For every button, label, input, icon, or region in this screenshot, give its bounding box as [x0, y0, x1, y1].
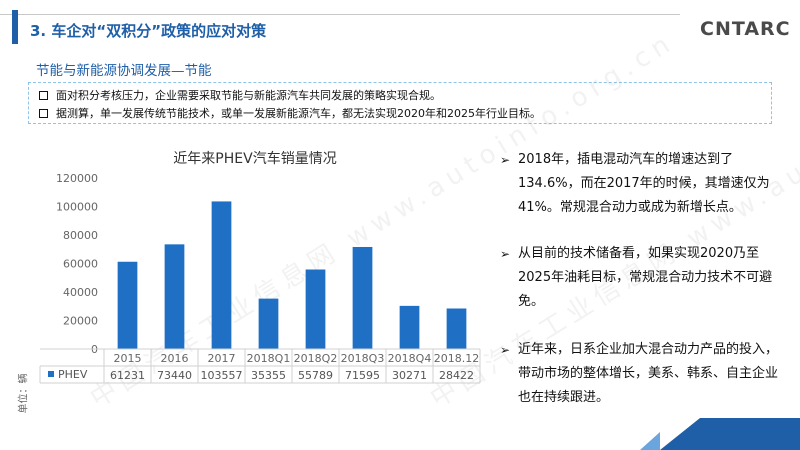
header-rule [0, 14, 680, 15]
data-value-label: 103557 [201, 369, 243, 382]
chart-title: 近年来PHEV汽车销量情况 [173, 151, 337, 167]
bullet-item: ➢ 2018年，插电混动汽车的增速达到了134.6%，而在2017年的时候，其增… [500, 148, 780, 220]
page-title: 3. 车企对“双积分”政策的应对对策 [30, 22, 267, 40]
data-value-label: 73440 [157, 369, 192, 382]
bar [352, 246, 373, 349]
category-label: 2018Q1 [247, 352, 291, 365]
legend-label: PHEV [58, 368, 88, 381]
bullet-item: ➢ 近年来，日系企业加大混合动力产品的投入，带动市场的整体增长，美系、韩系、自主… [500, 338, 780, 410]
phev-sales-chart: 近年来PHEV汽车销量情况 单位：辆 020000400006000080000… [19, 140, 490, 414]
category-label: 2017 [208, 352, 236, 365]
y-tick-label: 100000 [56, 201, 98, 214]
y-tick-label: 60000 [63, 258, 98, 271]
legend-swatch [48, 371, 54, 377]
arrow-bullet-icon: ➢ [500, 247, 511, 261]
bar [399, 305, 420, 349]
corner-decoration [700, 418, 800, 450]
arrow-bullet-icon: ➢ [500, 343, 511, 357]
bar [117, 261, 138, 349]
category-label: 2015 [114, 352, 142, 365]
chart-canvas: 0200004000060000800001000001200002015201… [39, 172, 481, 384]
bullet-text: 从目前的技术储备看，如果实现2020乃至2025年油耗目标，常规混合动力技术不可… [518, 246, 773, 309]
data-value-label: 71595 [345, 369, 380, 382]
data-value-label: 55789 [298, 369, 333, 382]
bar [258, 298, 279, 349]
y-tick-label: 40000 [63, 286, 98, 299]
data-value-label: 28422 [439, 369, 474, 382]
bar [446, 308, 467, 349]
category-label: 2018Q3 [341, 352, 385, 365]
category-label: 2018Q4 [388, 352, 432, 365]
checkbox-bullet-icon [39, 108, 48, 118]
data-value-label: 35355 [251, 369, 286, 382]
corner-decoration [640, 432, 660, 450]
y-tick-label: 120000 [56, 172, 98, 185]
bar [211, 201, 232, 349]
note-item: 据测算，单一发展传统节能技术，或单一发展新能源汽车，都无法实现2020年和202… [39, 105, 541, 121]
bar [164, 244, 185, 349]
checkbox-bullet-icon [39, 90, 48, 100]
bar [305, 269, 326, 349]
category-label: 2018.12 [434, 352, 480, 365]
note-text: 面对积分考核压力，企业需要采取节能与新能源汽车共同发展的策略实现合规。 [56, 89, 441, 102]
corner-decoration [660, 418, 700, 450]
data-value-label: 30271 [392, 369, 427, 382]
bullet-text: 2018年，插电混动汽车的增速达到了134.6%，而在2017年的时候，其增速仅… [518, 152, 770, 215]
y-tick-label: 20000 [63, 315, 98, 328]
note-text: 据测算，单一发展传统节能技术，或单一发展新能源汽车，都无法实现2020年和202… [56, 107, 541, 120]
category-label: 2016 [161, 352, 189, 365]
note-item: 面对积分考核压力，企业需要采取节能与新能源汽车共同发展的策略实现合规。 [39, 87, 441, 103]
arrow-bullet-icon: ➢ [500, 153, 511, 167]
cntarc-logo: CNTARC [700, 18, 791, 40]
bullet-text: 近年来，日系企业加大混合动力产品的投入，带动市场的整体增长，美系、韩系、自主企业… [518, 342, 779, 405]
section-subtitle: 节能与新能源协调发展—节能 [36, 63, 212, 79]
y-tick-label: 80000 [63, 229, 98, 242]
notes-box: 面对积分考核压力，企业需要采取节能与新能源汽车共同发展的策略实现合规。 据测算，… [28, 82, 772, 124]
bullet-item: ➢ 从目前的技术储备看，如果实现2020乃至2025年油耗目标，常规混合动力技术… [500, 242, 780, 314]
data-value-label: 61231 [110, 369, 145, 382]
category-label: 2018Q2 [294, 352, 338, 365]
title-accent-bar [12, 10, 18, 44]
